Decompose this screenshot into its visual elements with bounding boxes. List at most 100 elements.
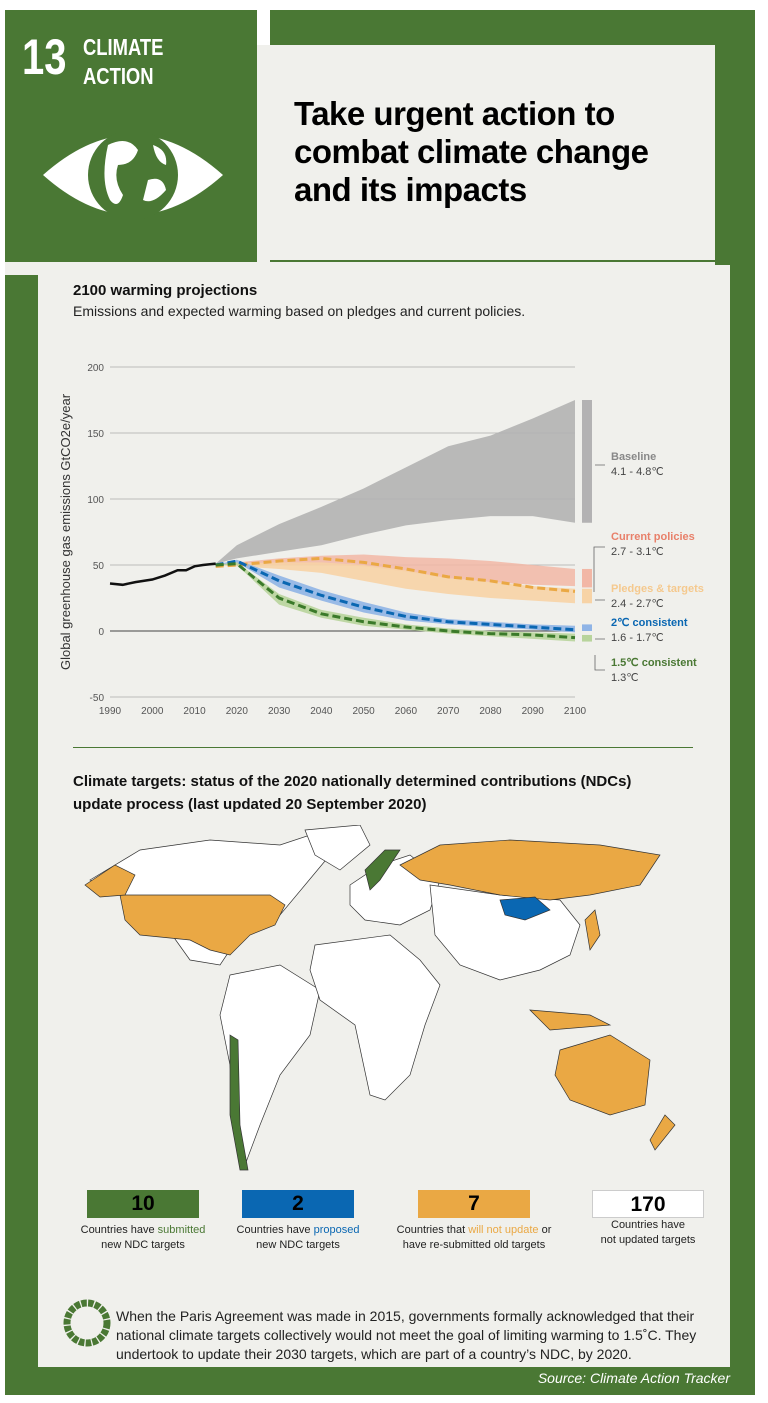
- x-tick-label: 2040: [310, 706, 333, 717]
- frame-right: [730, 265, 755, 1395]
- stat-box: 10: [87, 1190, 199, 1218]
- goal-name: CLIMATE ACTION: [83, 33, 163, 91]
- map-mongolia: [499, 896, 551, 921]
- map-usa: [119, 894, 286, 956]
- x-tick-label: 2090: [522, 706, 545, 717]
- caption-text: Countries have: [80, 1224, 158, 1236]
- x-tick-label: 2070: [437, 706, 460, 717]
- map-south-america: [219, 964, 321, 1167]
- legend-range: 1.3℃: [611, 672, 639, 684]
- legend-range: 4.1 - 4.8℃: [611, 466, 664, 478]
- legend-range: 2.4 - 2.7℃: [611, 598, 664, 610]
- map-australia: [554, 1034, 651, 1116]
- map-alaska: [84, 864, 136, 898]
- caption-line2: have re-submitted old targets: [402, 1239, 546, 1251]
- frame-top: [270, 10, 755, 45]
- map-greenland: [304, 825, 371, 871]
- legend-connectors: [593, 464, 605, 671]
- sdg-wheel-icon: [63, 1299, 111, 1347]
- note-text: When the Paris Agreement was made in 201…: [116, 1308, 697, 1362]
- legend-label: Pledges & targets: [611, 583, 704, 595]
- x-tick-label: 2030: [268, 706, 291, 717]
- y-tick-label: 50: [93, 561, 105, 572]
- legend-label: Baseline: [611, 451, 656, 463]
- legend-label: 1.5℃ consistent: [611, 657, 697, 669]
- chart-subtitle: Emissions and expected warming based on …: [73, 303, 526, 319]
- x-tick-label: 2060: [395, 706, 418, 717]
- world-map: [84, 825, 676, 1171]
- x-tick-label: 2010: [183, 706, 206, 717]
- x-tick-label: 2020: [226, 706, 249, 717]
- legend-label: Current policies: [611, 531, 695, 543]
- frame-left: [5, 275, 38, 1395]
- caption-text: or: [538, 1224, 552, 1236]
- emissions-chart: 200 150 100 50 0 -50 1990 2000 2010 2020 2030 2040 2…: [58, 363, 704, 717]
- legend-swatch: [582, 568, 592, 588]
- map-russia: [399, 839, 661, 901]
- x-tick-label: 1990: [99, 706, 122, 717]
- headline-panel: [270, 45, 715, 265]
- band-pledges-targets: [215, 562, 575, 604]
- legend-range: 1.6 - 1.7℃: [611, 632, 664, 644]
- map-new-zealand: [649, 1114, 676, 1151]
- map-chile: [229, 1034, 249, 1171]
- y-tick-label: 0: [98, 627, 104, 638]
- y-tick-label: 200: [87, 363, 104, 374]
- y-tick-label: 100: [87, 495, 104, 506]
- content-panel: [38, 265, 730, 1367]
- legend-swatch: [582, 400, 592, 523]
- caption-text: Countries that: [396, 1224, 469, 1236]
- y-tick-label: -50: [90, 693, 105, 704]
- stat-caption: Countries that will not update or have re…: [389, 1223, 559, 1253]
- legend-label: 2℃ consistent: [611, 617, 688, 629]
- legend-swatch: [582, 624, 592, 631]
- stat-box: 7: [418, 1190, 530, 1218]
- median-line: [215, 562, 576, 640]
- x-tick-label: 2000: [141, 706, 164, 717]
- headline: Take urgent action to combat climate cha…: [294, 95, 649, 208]
- median-line: [215, 559, 576, 632]
- divider: [73, 747, 693, 748]
- frame-bottom: [5, 1367, 755, 1395]
- sdg-tile: 13 CLIMATE ACTION: [5, 10, 257, 262]
- band-baseline: [215, 400, 575, 564]
- x-tick-label: 2050: [353, 706, 376, 717]
- x-tick-label: 2100: [564, 706, 587, 717]
- map-title: Climate targets: status of the 2020 nati…: [73, 773, 632, 813]
- chart-title: 2100 warming projections: [73, 282, 258, 299]
- stat-box: 2: [242, 1190, 354, 1218]
- map-indonesia: [529, 1009, 612, 1031]
- stat-caption: Countries have not updated targets: [563, 1218, 733, 1248]
- map-africa: [309, 934, 441, 1101]
- eye-globe-icon: [43, 130, 223, 220]
- source: Source: Climate Action Tracker: [537, 1370, 730, 1386]
- legend-swatch: [582, 634, 592, 642]
- legend-range: 2.7 - 3.1℃: [611, 546, 664, 558]
- caption-line2: not updated targets: [600, 1234, 696, 1246]
- caption-line2: new NDC targets: [101, 1239, 185, 1251]
- map-japan: [584, 909, 601, 951]
- map-norway: [364, 849, 401, 891]
- divider: [270, 260, 715, 262]
- caption-highlight: submitted: [157, 1224, 206, 1236]
- caption-line2: new NDC targets: [256, 1239, 340, 1251]
- median-line: [215, 556, 576, 593]
- goal-name-line1: CLIMATE: [83, 34, 164, 60]
- caption-text: Countries have: [236, 1224, 314, 1236]
- legend-swatch: [582, 588, 592, 604]
- x-tick-label: 2080: [479, 706, 502, 717]
- caption-highlight: will not update: [468, 1224, 539, 1236]
- goal-name-line2: ACTION: [83, 63, 154, 89]
- stat-caption: Countries have submitted new NDC targets: [58, 1223, 228, 1253]
- gap2: [5, 262, 270, 275]
- y-tick-label: 150: [87, 429, 104, 440]
- gap: [257, 45, 270, 275]
- stat-caption: Countries have proposed new NDC targets: [213, 1223, 383, 1253]
- caption-highlight: proposed: [313, 1224, 360, 1236]
- caption-text: Countries have: [611, 1219, 685, 1231]
- y-axis-label: Global greenhouse gas emissions GtCO2e/y…: [58, 393, 73, 670]
- historical-line: [109, 562, 216, 587]
- goal-number: 13: [22, 29, 67, 85]
- stat-box: 170: [592, 1190, 704, 1218]
- frame-right-top: [715, 10, 755, 265]
